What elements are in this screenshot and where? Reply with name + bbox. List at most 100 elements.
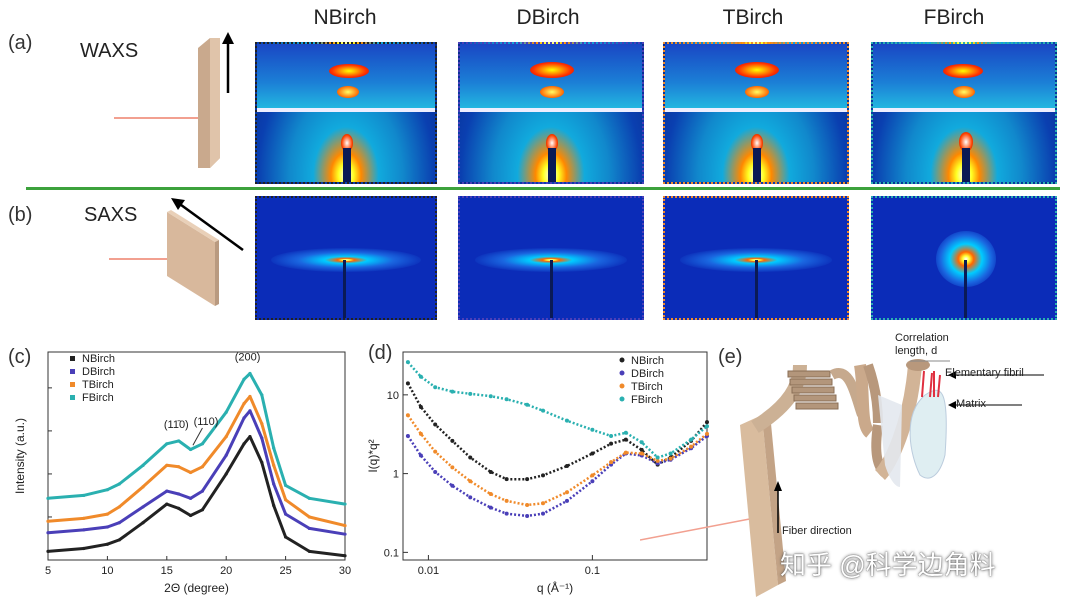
data-point	[590, 427, 595, 432]
data-point	[165, 502, 169, 506]
data-point	[177, 439, 181, 443]
data-point	[668, 451, 673, 456]
plot-frame	[402, 351, 708, 561]
series-line-nbirch	[406, 382, 708, 481]
data-point	[200, 489, 205, 493]
legend-label-tbirch: TBirch	[631, 381, 663, 393]
data-point	[525, 502, 530, 507]
data-point	[468, 391, 473, 396]
data-point	[141, 521, 145, 525]
data-point	[105, 488, 109, 492]
data-point	[307, 496, 311, 500]
data-point	[433, 385, 438, 390]
saxs-sample-schematic	[109, 198, 244, 306]
series-line-fbirch	[406, 361, 708, 459]
data-point	[504, 397, 509, 402]
data-point	[46, 496, 50, 500]
watermark: 知乎 @科学边角料	[780, 550, 996, 580]
correlation-label: Correlation	[895, 332, 949, 344]
data-point	[343, 532, 347, 536]
data-point	[242, 442, 246, 446]
data-point	[200, 442, 205, 446]
data-point	[272, 463, 276, 467]
data-point	[564, 418, 569, 423]
data-point	[705, 431, 709, 436]
data-point	[468, 455, 473, 460]
data-point	[188, 496, 193, 500]
data-point	[46, 549, 50, 553]
data-point	[541, 408, 546, 413]
data-point	[248, 409, 252, 413]
data-point	[418, 405, 423, 410]
saxs-pattern-fbirch	[871, 196, 1057, 320]
data-point	[705, 424, 709, 429]
data-point	[46, 519, 50, 523]
data-point	[541, 511, 546, 516]
data-point	[165, 463, 169, 467]
panel-label-c: (c)	[8, 346, 32, 368]
correlation-length-label: length, d	[895, 345, 938, 357]
data-point	[248, 435, 252, 439]
column-title-fbirch: FBirch	[923, 6, 985, 29]
x-tick-label: 20	[220, 565, 232, 577]
data-point	[307, 549, 311, 553]
data-point	[141, 463, 145, 467]
data-point	[504, 498, 509, 503]
peak-annotation: (110)	[194, 416, 219, 428]
data-point	[165, 489, 169, 493]
data-point	[590, 473, 595, 478]
data-point	[468, 479, 473, 484]
data-point	[82, 546, 86, 551]
x-tick-label: 30	[339, 565, 351, 577]
data-point	[260, 436, 264, 440]
fiber-direction-label: Fiber direction	[782, 525, 852, 537]
data-point	[200, 508, 205, 512]
panel-label-a: (a)	[8, 32, 33, 54]
saxs-pattern-dbirch	[458, 196, 644, 320]
data-point	[105, 525, 109, 529]
legend-marker-dbirch	[70, 369, 75, 374]
data-point	[609, 460, 614, 465]
y-tick-label: 0.1	[384, 547, 399, 559]
data-point	[272, 446, 276, 450]
data-point	[639, 451, 644, 456]
data-point	[284, 498, 288, 502]
data-point	[188, 447, 193, 452]
x-tick-label: 15	[161, 565, 173, 577]
data-point	[117, 521, 121, 525]
data-point	[405, 434, 410, 439]
data-point	[590, 451, 595, 456]
data-point	[141, 505, 145, 509]
legend-marker-fbirch	[70, 395, 75, 400]
data-point	[260, 393, 264, 397]
data-point	[623, 450, 628, 455]
data-point	[504, 477, 509, 482]
data-point	[668, 456, 673, 461]
data-point	[405, 360, 410, 365]
data-point	[488, 394, 493, 399]
panel-label-e: (e)	[718, 346, 743, 368]
data-point	[224, 472, 228, 476]
data-point	[433, 422, 438, 427]
legend-label-fbirch: FBirch	[631, 394, 663, 406]
data-point	[165, 442, 169, 446]
data-point	[242, 402, 246, 406]
data-point	[450, 465, 455, 470]
column-title-dbirch: DBirch	[516, 6, 580, 29]
fiber-structure-schematic	[640, 359, 1044, 597]
data-point	[260, 422, 264, 426]
data-point	[450, 483, 455, 488]
data-point	[307, 526, 311, 531]
data-point	[260, 460, 264, 465]
data-point	[141, 485, 145, 489]
column-title-tbirch: TBirch	[722, 6, 784, 29]
data-point	[177, 465, 181, 469]
data-point	[105, 542, 109, 546]
data-point	[284, 483, 288, 488]
data-point	[564, 498, 569, 503]
panel-label-b: (b)	[8, 204, 33, 226]
waxs-label: WAXS	[80, 40, 139, 62]
data-point	[284, 512, 288, 516]
matrix-label: Matrix	[956, 398, 986, 410]
y-axis-title: Intensity (a.u.)	[13, 418, 27, 494]
